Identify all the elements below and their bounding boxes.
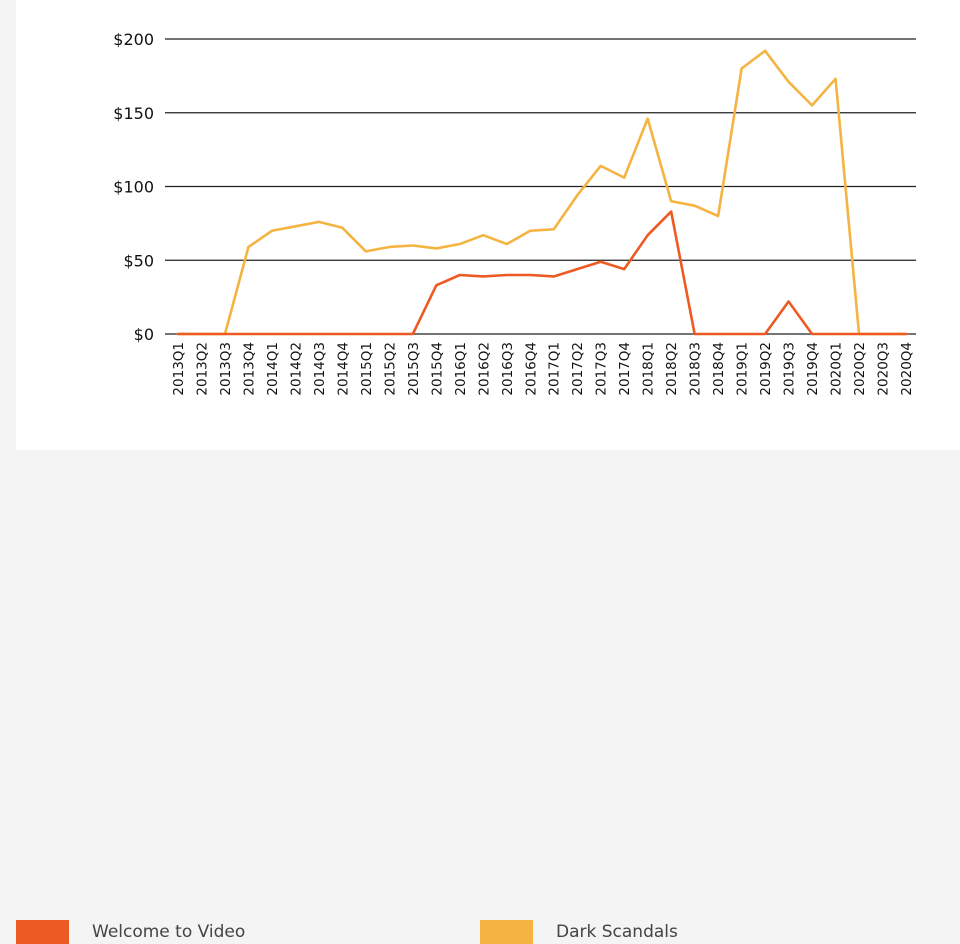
x-tick-label: 2013Q2 xyxy=(194,342,210,396)
x-tick-label: 2016Q2 xyxy=(476,342,492,396)
legend-item-welcome-to-video: Welcome to Video xyxy=(16,920,245,944)
x-tick-label: 2015Q2 xyxy=(382,342,398,396)
x-tick-label: 2015Q3 xyxy=(406,342,422,396)
y-tick-label: $100 xyxy=(113,178,154,197)
x-tick-label: 2018Q4 xyxy=(711,342,727,396)
x-tick-label: 2020Q1 xyxy=(829,342,845,396)
legend-label-welcome-to-video: Welcome to Video xyxy=(92,922,246,942)
x-tick-label: 2020Q2 xyxy=(852,342,868,396)
x-tick-label: 2016Q1 xyxy=(453,342,469,396)
x-tick-label: 2014Q3 xyxy=(312,342,328,396)
x-tick-label: 2019Q2 xyxy=(758,342,774,396)
legend-swatch-welcome-to-video xyxy=(16,920,69,944)
y-tick-label: $200 xyxy=(113,30,154,49)
x-tick-label: 2019Q1 xyxy=(735,342,751,396)
x-tick-label: 2018Q1 xyxy=(641,342,657,396)
y-tick-label: $150 xyxy=(113,104,154,123)
x-tick-label: 2017Q1 xyxy=(547,342,563,396)
legend-item-dark-scandals: Dark Scandals xyxy=(480,920,678,944)
x-tick-label: 2015Q4 xyxy=(429,342,445,396)
x-tick-label: 2013Q4 xyxy=(241,342,257,396)
legend-swatch-dark-scandals xyxy=(480,920,533,944)
legend: Welcome to Video Dark Scandals xyxy=(0,450,960,944)
x-tick-label: 2015Q1 xyxy=(359,342,375,396)
series-line-welcome-to-video xyxy=(176,210,908,336)
x-tick-label: 2017Q4 xyxy=(617,342,633,396)
x-tick-label: 2019Q4 xyxy=(805,342,821,396)
x-tick-label: 2017Q3 xyxy=(594,342,610,396)
x-tick-label: 2014Q4 xyxy=(335,342,351,396)
legend-label-dark-scandals: Dark Scandals xyxy=(556,922,678,942)
chart-panel xyxy=(16,0,960,450)
x-tick-label: 2017Q2 xyxy=(570,342,586,396)
x-tick-label: 2016Q3 xyxy=(500,342,516,396)
x-tick-label: 2018Q2 xyxy=(664,342,680,396)
y-tick-label: $0 xyxy=(134,325,154,344)
x-tick-label: 2014Q1 xyxy=(265,342,281,396)
x-tick-label: 2013Q3 xyxy=(218,342,234,396)
series-line-dark-scandals xyxy=(176,49,908,336)
line-chart: $0 $50 $100 $150 $200 2013Q1 2013Q2 2013Q3 2013Q… xyxy=(113,30,916,396)
x-tick-label: 2020Q4 xyxy=(899,342,915,396)
x-tick-label: 2013Q1 xyxy=(171,342,187,396)
x-tick-label: 2020Q3 xyxy=(876,342,892,396)
y-tick-label: $50 xyxy=(123,251,154,270)
x-tick-label: 2014Q2 xyxy=(288,342,304,396)
x-tick-label: 2019Q3 xyxy=(782,342,798,396)
x-tick-label: 2016Q4 xyxy=(523,342,539,396)
x-tick-label: 2018Q3 xyxy=(688,342,704,396)
